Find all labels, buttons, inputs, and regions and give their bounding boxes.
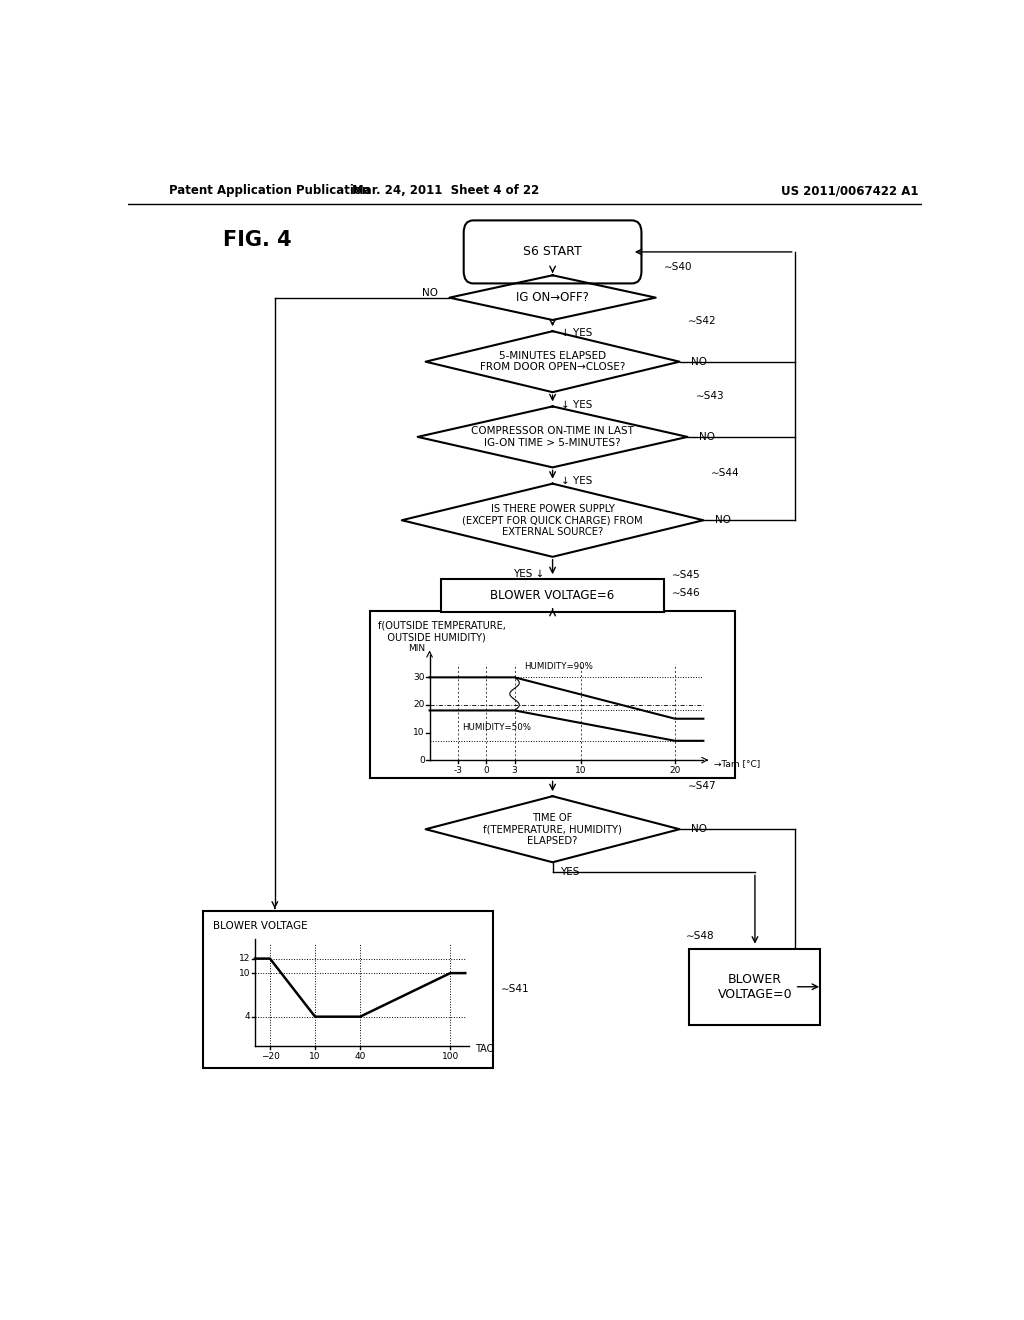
- Text: −20: −20: [260, 1052, 280, 1061]
- FancyBboxPatch shape: [464, 220, 641, 284]
- Text: →Tam [°C]: →Tam [°C]: [714, 759, 760, 768]
- Text: BLOWER
VOLTAGE=0: BLOWER VOLTAGE=0: [718, 973, 793, 1001]
- Text: ↓ YES: ↓ YES: [560, 329, 592, 338]
- Bar: [204, 911, 494, 1068]
- Text: f(OUTSIDE TEMPERATURE,
   OUTSIDE HUMIDITY): f(OUTSIDE TEMPERATURE, OUTSIDE HUMIDITY): [378, 620, 506, 643]
- Text: 0: 0: [419, 755, 425, 764]
- Text: 20: 20: [670, 766, 681, 775]
- Text: MIN: MIN: [409, 644, 426, 653]
- Text: NO: NO: [422, 288, 437, 297]
- Text: TIME OF
f(TEMPERATURE, HUMIDITY)
ELAPSED?: TIME OF f(TEMPERATURE, HUMIDITY) ELAPSED…: [483, 813, 622, 846]
- Text: YES ↓: YES ↓: [513, 569, 545, 579]
- Bar: [441, 579, 664, 611]
- Text: HUMIDITY=90%: HUMIDITY=90%: [524, 663, 593, 672]
- Text: 10: 10: [309, 1052, 321, 1061]
- Text: Patent Application Publication: Patent Application Publication: [169, 185, 371, 198]
- Text: BLOWER VOLTAGE=6: BLOWER VOLTAGE=6: [490, 589, 614, 602]
- Text: 0: 0: [483, 766, 489, 775]
- Text: 10: 10: [239, 969, 250, 978]
- Text: ∼S41: ∼S41: [501, 985, 529, 994]
- Text: HUMIDITY=50%: HUMIDITY=50%: [462, 722, 530, 731]
- Text: ∼S46: ∼S46: [672, 589, 700, 598]
- Text: 100: 100: [441, 1052, 459, 1061]
- Text: ∼S40: ∼S40: [664, 263, 692, 272]
- Text: TAO: TAO: [475, 1044, 494, 1053]
- Text: ∼S45: ∼S45: [672, 570, 700, 579]
- Text: US 2011/0067422 A1: US 2011/0067422 A1: [781, 185, 919, 198]
- Text: ↓ YES: ↓ YES: [560, 400, 592, 411]
- Text: NO: NO: [716, 515, 731, 525]
- Text: ∼S47: ∼S47: [687, 781, 716, 791]
- Text: NO: NO: [691, 356, 708, 367]
- Text: 12: 12: [239, 954, 250, 964]
- Text: 20: 20: [414, 701, 425, 709]
- Bar: [370, 611, 735, 779]
- Text: ∼S44: ∼S44: [712, 469, 740, 478]
- Text: Mar. 24, 2011  Sheet 4 of 22: Mar. 24, 2011 Sheet 4 of 22: [352, 185, 539, 198]
- Text: ↓ YES: ↓ YES: [560, 475, 592, 486]
- Text: NO: NO: [699, 432, 716, 442]
- Text: 10: 10: [414, 729, 425, 737]
- Text: 40: 40: [354, 1052, 366, 1061]
- Text: 30: 30: [414, 673, 425, 682]
- Text: COMPRESSOR ON-TIME IN LAST
IG-ON TIME > 5-MINUTES?: COMPRESSOR ON-TIME IN LAST IG-ON TIME > …: [471, 426, 634, 447]
- Text: FIG. 4: FIG. 4: [223, 230, 292, 249]
- Text: ∼S42: ∼S42: [687, 315, 716, 326]
- Text: 10: 10: [574, 766, 587, 775]
- Text: YES: YES: [560, 867, 580, 878]
- Text: IG ON→OFF?: IG ON→OFF?: [516, 292, 589, 304]
- Text: -3: -3: [454, 766, 463, 775]
- Bar: [689, 949, 820, 1024]
- Text: BLOWER VOLTAGE: BLOWER VOLTAGE: [213, 921, 307, 931]
- Text: ∼S43: ∼S43: [695, 391, 724, 401]
- Text: S6 START: S6 START: [523, 246, 582, 259]
- Text: ∼S48: ∼S48: [685, 932, 714, 941]
- Text: IS THERE POWER SUPPLY
(EXCEPT FOR QUICK CHARGE) FROM
EXTERNAL SOURCE?: IS THERE POWER SUPPLY (EXCEPT FOR QUICK …: [462, 504, 643, 537]
- Text: 4: 4: [245, 1012, 250, 1022]
- Text: 3: 3: [512, 766, 517, 775]
- Text: NO: NO: [691, 824, 708, 834]
- Text: 5-MINUTES ELAPSED
FROM DOOR OPEN→CLOSE?: 5-MINUTES ELAPSED FROM DOOR OPEN→CLOSE?: [480, 351, 626, 372]
